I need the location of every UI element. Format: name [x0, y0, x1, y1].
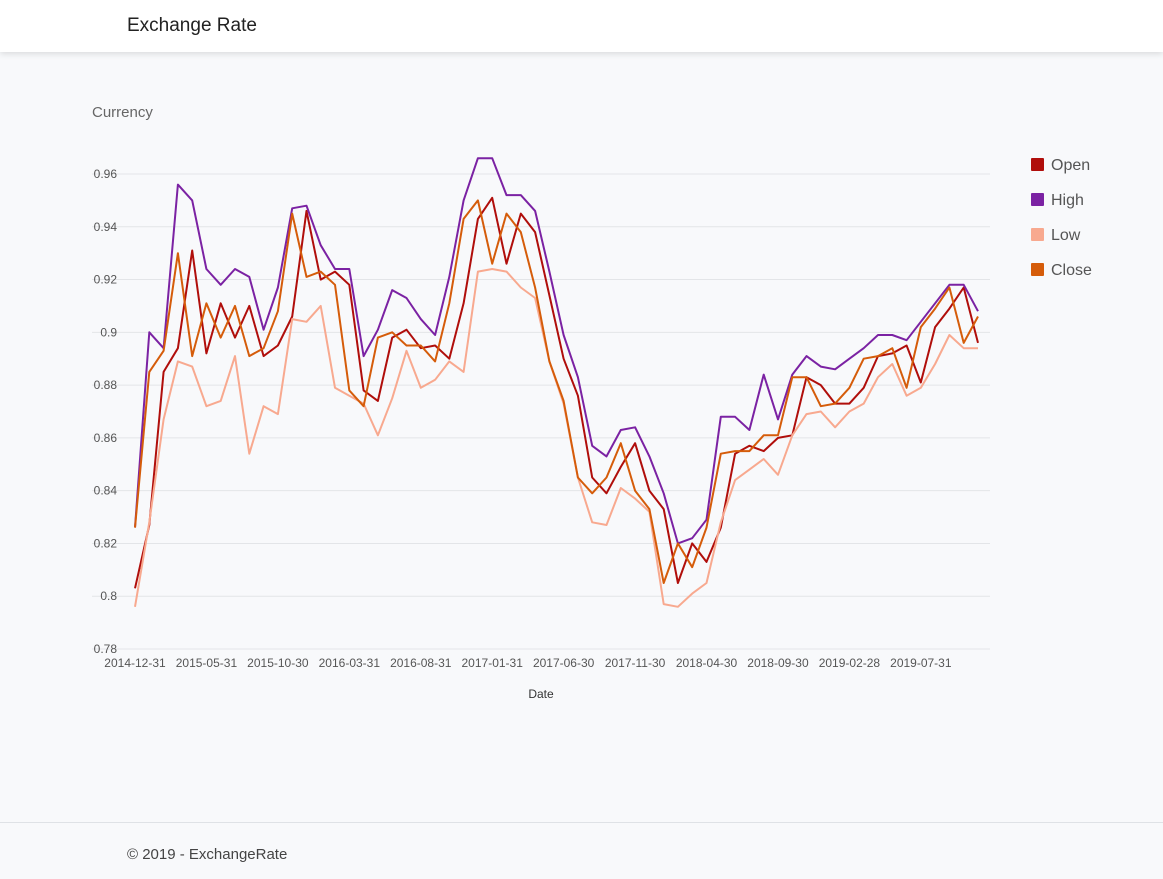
brand-link[interactable]: Exchange Rate [127, 15, 257, 36]
legend-swatch [1031, 228, 1044, 241]
y-tick-label: 0.82 [94, 536, 118, 550]
y-tick-label: 0.9 [100, 325, 117, 339]
legend-label: Low [1051, 227, 1081, 244]
x-tick-label: 2017-06-30 [533, 656, 595, 670]
x-tick-label: 2019-07-31 [890, 656, 952, 670]
legend-swatch [1031, 193, 1044, 206]
legend-label: High [1051, 192, 1084, 209]
footer: © 2019 - ExchangeRate [0, 822, 1163, 879]
y-tick-label: 0.92 [94, 273, 118, 287]
x-tick-label: 2017-01-31 [462, 656, 524, 670]
y-tick-label: 0.86 [94, 431, 118, 445]
x-tick-label: 2019-02-28 [819, 656, 881, 670]
navbar: Exchange Rate [0, 0, 1163, 52]
x-tick-label: 2015-05-31 [176, 656, 238, 670]
legend: Open High Low Close [1031, 157, 1092, 279]
legend-swatch [1031, 263, 1044, 276]
y-tick-label: 0.78 [94, 642, 118, 656]
x-tick-label: 2016-03-31 [319, 656, 381, 670]
y-tick-label: 0.84 [94, 484, 118, 498]
legend-item-open[interactable]: Open [1031, 157, 1090, 174]
y-tick-label: 0.96 [94, 167, 118, 181]
chart-title: Currency [92, 104, 153, 121]
x-tick-label: 2018-09-30 [747, 656, 809, 670]
legend-item-close[interactable]: Close [1031, 262, 1092, 279]
y-axis: 0.78 0.8 0.82 0.84 0.86 0.88 0.9 0.92 0.94 0.96 [94, 167, 118, 656]
footer-copyright: © 2019 - ExchangeRate [127, 846, 288, 863]
x-tick-label: 2016-08-31 [390, 656, 452, 670]
x-tick-label: 2017-11-30 [605, 656, 666, 670]
legend-item-low[interactable]: Low [1031, 227, 1081, 244]
legend-label: Close [1051, 262, 1092, 279]
x-axis: 2014-12-31 2015-05-31 2015-10-30 2016-03-31… [104, 656, 952, 670]
series-line-close [134, 199, 979, 584]
currency-chart: Currency 0.780.80.820.840.860.880.90.920… [92, 104, 1092, 701]
x-axis-label: Date [528, 687, 554, 701]
y-tick-label: 0.94 [94, 220, 118, 234]
x-tick-label: 2014-12-31 [104, 656, 166, 670]
legend-item-high[interactable]: High [1031, 192, 1084, 209]
x-tick-label: 2018-04-30 [676, 656, 738, 670]
legend-swatch [1031, 158, 1044, 171]
series-line-open [134, 196, 979, 589]
gridlines [92, 173, 990, 650]
x-tick-label: 2015-10-30 [247, 656, 309, 670]
y-tick-label: 0.8 [100, 589, 117, 603]
chart-container: Currency 0.78 0.8 0.82 0.84 0.86 0.88 0.9 0.92 0… [0, 52, 1163, 822]
y-tick-label: 0.88 [94, 378, 118, 392]
series-line-high [134, 157, 979, 545]
legend-label: Open [1051, 157, 1090, 174]
series-lines [134, 157, 979, 608]
